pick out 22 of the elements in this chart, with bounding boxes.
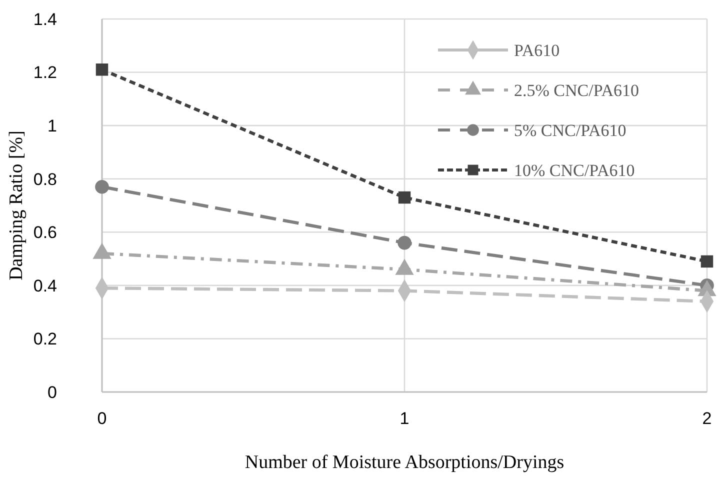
legend-label: 5% CNC/PA610 xyxy=(514,120,626,140)
x-tick-label: 1 xyxy=(400,409,410,428)
y-tick-label: 0.8 xyxy=(33,170,57,189)
y-tick-label: 0 xyxy=(48,382,57,402)
point xyxy=(398,236,412,250)
point xyxy=(398,191,411,204)
y-tick-label: 1 xyxy=(48,116,57,136)
point xyxy=(95,180,109,194)
y-tick-label: 1.4 xyxy=(33,10,57,29)
y-axis-title: Damping Ratio [%] xyxy=(6,130,27,280)
legend-label: 10% CNC/PA610 xyxy=(514,160,635,180)
point xyxy=(96,63,108,76)
legend-label: PA610 xyxy=(514,40,560,60)
legend-label: 2.5% CNC/PA610 xyxy=(514,80,640,100)
y-tick-label: 1.2 xyxy=(33,63,57,82)
y-tick-label: 0.6 xyxy=(33,223,57,242)
point xyxy=(700,255,714,268)
y-tick-label: 0.2 xyxy=(33,330,57,349)
y-tick-label: 0.4 xyxy=(33,276,57,296)
x-tick-label: 0 xyxy=(97,409,107,428)
x-tick-label: 2 xyxy=(702,409,712,428)
x-axis-title: Number of Moisture Absorptions/Dryings xyxy=(244,452,564,473)
